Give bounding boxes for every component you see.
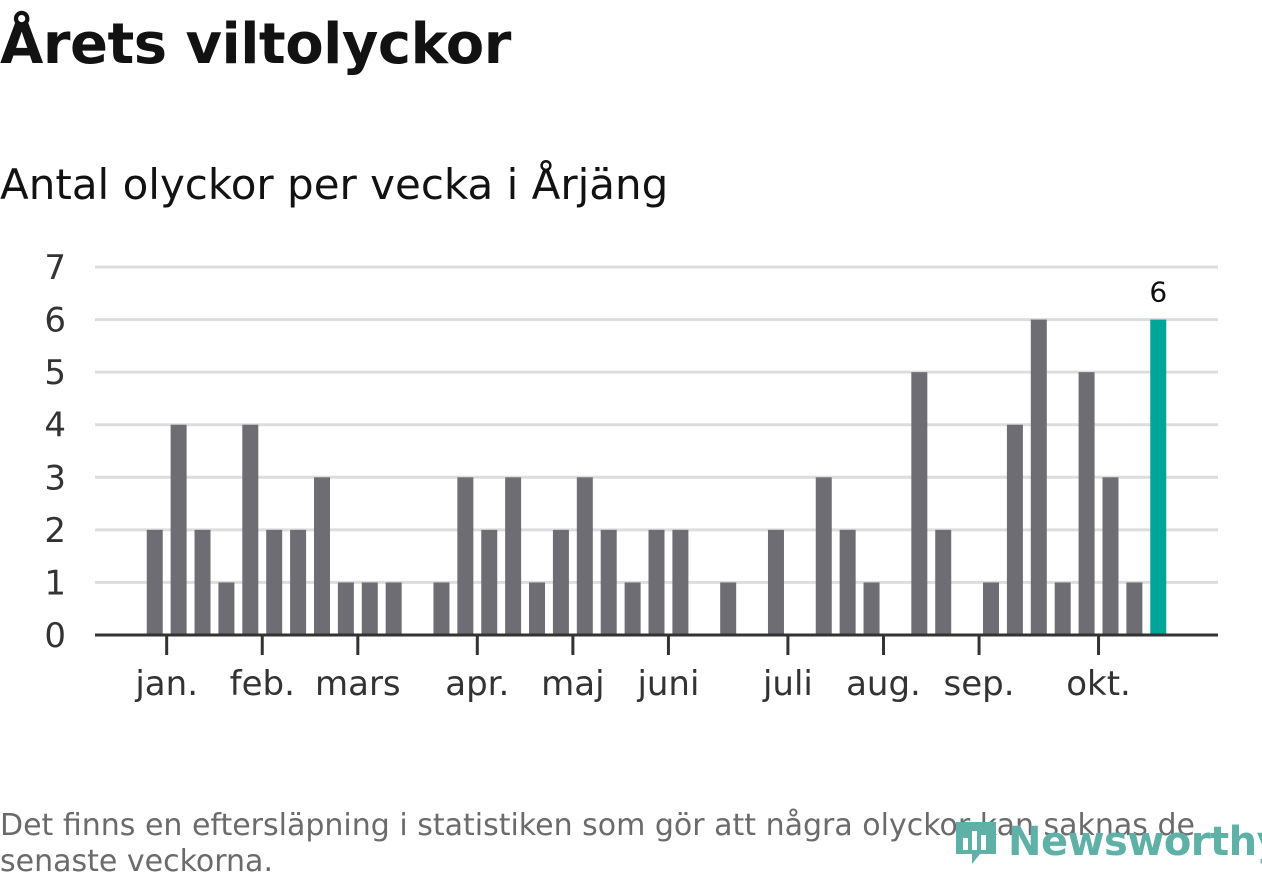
data-label: 6	[1149, 276, 1167, 309]
bar	[290, 529, 307, 635]
bar	[313, 477, 330, 635]
bar	[1006, 424, 1023, 635]
bar	[863, 582, 880, 635]
x-tick-label: okt.	[1066, 664, 1131, 704]
bar	[218, 582, 235, 635]
bar	[1126, 582, 1143, 635]
bar	[672, 529, 689, 635]
bar	[767, 529, 784, 635]
bar	[361, 582, 378, 635]
bar	[935, 529, 952, 635]
newsworthy-logo: Newsworthy	[952, 818, 1262, 866]
bar	[242, 424, 259, 635]
bar	[337, 582, 354, 635]
x-tick-label: feb.	[230, 664, 295, 704]
x-tick-label: maj	[541, 664, 604, 704]
bar	[648, 529, 665, 635]
bar	[481, 529, 498, 635]
bar	[457, 477, 474, 635]
chart-title: Årets viltolyckor	[0, 12, 511, 77]
x-tick-label: juni	[636, 664, 699, 704]
bar	[266, 529, 283, 635]
bar	[529, 582, 546, 635]
bar	[505, 477, 522, 635]
bar	[911, 372, 928, 635]
chart-subtitle: Antal olyckor per vecka i Årjäng	[0, 160, 669, 209]
bar	[552, 529, 569, 635]
bar	[1030, 319, 1047, 635]
y-tick-label: 0	[44, 616, 66, 656]
bar	[576, 477, 593, 635]
x-tick-label: apr.	[445, 664, 509, 704]
bar	[194, 529, 211, 635]
newsworthy-logo-text: Newsworthy	[1008, 819, 1262, 865]
y-tick-label: 5	[44, 353, 66, 393]
highlight-bar	[1150, 319, 1167, 635]
bar	[624, 582, 641, 635]
bar-chart: 0 1 2 3 4 5 6 7 6 jan. feb. mars apr. maj juni juli aug.…	[44, 248, 1218, 704]
y-tick-label: 1	[44, 563, 66, 603]
y-tick-label: 6	[44, 301, 66, 341]
newsworthy-logo-icon	[956, 822, 996, 864]
bar	[839, 529, 856, 635]
x-tick-label: aug.	[846, 664, 921, 704]
y-tick-label: 3	[44, 458, 66, 498]
x-tick-label: sep.	[944, 664, 1015, 704]
bar	[146, 529, 163, 635]
x-tick-label: mars	[315, 664, 401, 704]
y-tick-label: 2	[44, 511, 66, 551]
bar	[600, 529, 617, 635]
bar	[385, 582, 402, 635]
bar	[1102, 477, 1119, 635]
bar	[815, 477, 832, 635]
bar	[1054, 582, 1071, 635]
x-tick-label: juli	[762, 664, 813, 704]
y-tick-label: 4	[44, 406, 66, 446]
bar	[433, 582, 450, 635]
bar	[1078, 372, 1095, 635]
y-tick-label: 7	[44, 248, 66, 288]
bar	[983, 582, 1000, 635]
x-tick-label: jan.	[134, 664, 198, 704]
bar	[170, 424, 187, 635]
bar	[720, 582, 737, 635]
